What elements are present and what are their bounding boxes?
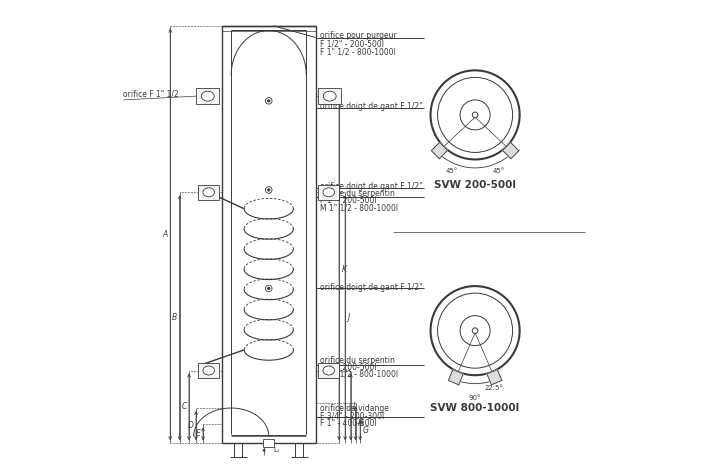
Circle shape	[268, 287, 269, 289]
Text: C: C	[181, 402, 187, 411]
Text: 90°: 90°	[469, 395, 481, 401]
Text: orifice F 1" 1/2: orifice F 1" 1/2	[123, 89, 179, 98]
Text: orifice doigt de gant F 1/2": orifice doigt de gant F 1/2"	[321, 282, 423, 292]
Text: 22.5°: 22.5°	[484, 386, 503, 391]
Text: G: G	[363, 426, 368, 435]
Text: F 1" - 200-500l: F 1" - 200-500l	[321, 363, 377, 372]
Bar	[263, 439, 274, 447]
Text: B: B	[172, 313, 177, 322]
Text: D: D	[188, 421, 193, 430]
Bar	[196, 88, 220, 104]
Text: orifice doigt de gant F 1/2": orifice doigt de gant F 1/2"	[321, 182, 423, 191]
Ellipse shape	[203, 366, 215, 375]
Ellipse shape	[201, 91, 214, 101]
Bar	[319, 185, 339, 200]
Ellipse shape	[203, 188, 215, 197]
Text: A: A	[163, 230, 168, 239]
Ellipse shape	[323, 188, 335, 197]
Text: L: L	[353, 402, 358, 411]
Text: 45°: 45°	[446, 168, 458, 174]
Ellipse shape	[324, 91, 336, 101]
Polygon shape	[503, 143, 519, 159]
Text: J: J	[348, 313, 350, 322]
Text: F 3/4" - 200-300l: F 3/4" - 200-300l	[321, 411, 385, 421]
Text: orifice du serpentin: orifice du serpentin	[321, 189, 395, 198]
Polygon shape	[449, 370, 464, 385]
Text: orifice du serpentin: orifice du serpentin	[321, 356, 395, 365]
Text: M 1" 1/2 - 800-1000l: M 1" 1/2 - 800-1000l	[321, 370, 398, 379]
Text: F 1/2" - 200-500l: F 1/2" - 200-500l	[321, 39, 385, 48]
Text: K: K	[341, 265, 346, 274]
Polygon shape	[432, 143, 447, 159]
Text: F 1" - 400-500l: F 1" - 400-500l	[321, 418, 377, 428]
Text: orifice de vidange: orifice de vidange	[321, 404, 389, 414]
Circle shape	[268, 189, 269, 191]
Ellipse shape	[323, 366, 335, 375]
Circle shape	[268, 100, 269, 102]
Text: F 1" - 200-500l: F 1" - 200-500l	[321, 196, 377, 205]
Bar	[319, 363, 339, 378]
Bar	[198, 185, 219, 200]
Text: H: H	[358, 419, 363, 428]
Bar	[318, 88, 341, 104]
Polygon shape	[487, 370, 502, 385]
Bar	[198, 363, 219, 378]
Text: SVW 800-1000l: SVW 800-1000l	[430, 403, 520, 413]
Text: orifice doigt de gant F 1/2": orifice doigt de gant F 1/2"	[321, 102, 423, 111]
Text: 45°: 45°	[493, 168, 505, 174]
Text: M 1" 1/2 - 800-1000l: M 1" 1/2 - 800-1000l	[321, 203, 398, 212]
Text: E: E	[196, 429, 201, 439]
Text: SVW 200-500l: SVW 200-500l	[434, 180, 516, 190]
Text: L₁: L₁	[274, 447, 280, 453]
Text: orifice pour purgeur: orifice pour purgeur	[321, 30, 397, 40]
Text: F 1" 1/2 - 800-1000l: F 1" 1/2 - 800-1000l	[321, 47, 396, 57]
